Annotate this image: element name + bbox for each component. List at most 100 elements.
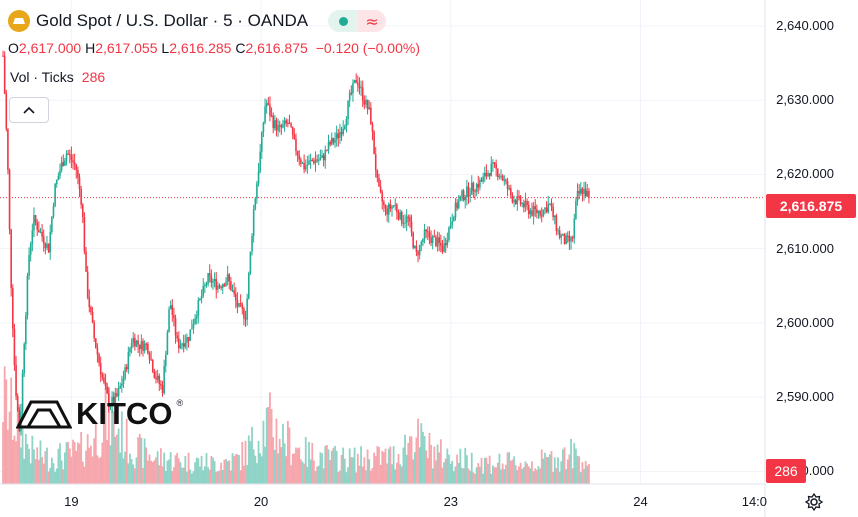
volume-bar: [78, 443, 81, 484]
candle-body: [345, 119, 348, 127]
settings-gear-icon[interactable]: [804, 492, 824, 512]
volume-bar: [153, 460, 156, 484]
volume-bar: [586, 465, 589, 484]
candle-body: [449, 225, 452, 228]
volume-bar: [467, 468, 470, 484]
candle-body: [472, 182, 475, 192]
candle-body: [496, 168, 499, 178]
candle-body: [246, 298, 248, 320]
volume-bar: [555, 468, 558, 484]
volume-bar: [514, 465, 517, 484]
candle-body: [262, 122, 265, 132]
volume-bar: [298, 447, 301, 484]
volume-bar: [259, 453, 262, 484]
candle-body: [329, 141, 331, 145]
y-tick-label: 2,630.000: [776, 92, 834, 108]
volume-bar: [350, 457, 353, 484]
volume-bar: [578, 456, 581, 484]
volume-bar: [522, 467, 525, 484]
volume-bar: [570, 438, 572, 484]
candle-body: [545, 207, 548, 213]
candle-body: [322, 155, 325, 161]
candle-body: [15, 364, 17, 397]
candle-body: [503, 179, 506, 181]
volume-bar: [436, 444, 439, 484]
volume-bar: [280, 447, 283, 484]
volume-bar: [381, 450, 384, 484]
candle-body: [108, 393, 110, 408]
symbol-title[interactable]: Gold Spot / U.S. Dollar · 5 · OANDA: [36, 11, 309, 30]
candle-body: [327, 141, 330, 151]
volume-bar: [335, 450, 338, 484]
candle-body: [181, 343, 183, 346]
volume-bar: [415, 437, 418, 484]
candle-body: [400, 211, 403, 224]
volume-bar: [490, 473, 493, 484]
volume-bar: [563, 447, 566, 484]
high-value: 2,617.055: [95, 40, 158, 56]
volume-bar: [132, 464, 135, 484]
volume-bar: [272, 437, 275, 484]
candle-body: [156, 375, 159, 380]
volume-bar: [527, 466, 530, 484]
candle-body: [13, 328, 16, 365]
candle-body: [549, 203, 551, 205]
candle-body: [226, 274, 229, 282]
candle-body: [332, 137, 335, 143]
candlesticks: [2, 50, 590, 436]
volume-bar: [143, 438, 146, 484]
symbol-header[interactable]: Gold Spot / U.S. Dollar · 5 · OANDA ≈: [8, 8, 387, 34]
candle-body: [125, 367, 128, 370]
volume-bar: [31, 435, 34, 484]
market-status-pill[interactable]: ≈: [328, 10, 387, 32]
volume-bar: [111, 409, 113, 484]
candle-body: [412, 232, 414, 248]
collapse-legend-button[interactable]: [9, 97, 49, 123]
volume-legend[interactable]: Vol · Ticks 286: [10, 69, 105, 85]
volume-bar: [265, 407, 268, 484]
volume-bar: [465, 455, 468, 484]
volume-bar: [576, 455, 579, 484]
candle-body: [77, 170, 79, 178]
volume-bar: [389, 446, 392, 484]
candle-body: [363, 100, 366, 105]
compare-icon[interactable]: ≈: [358, 10, 387, 32]
candle-body: [130, 343, 133, 349]
volume-bar: [223, 459, 226, 484]
volume-bar: [215, 472, 218, 484]
volume-bar: [174, 455, 177, 484]
volume-bar: [207, 467, 209, 484]
candle-body: [135, 340, 138, 347]
volume-bar: [135, 457, 138, 484]
candle-body: [236, 300, 239, 307]
candle-body: [8, 169, 11, 230]
candle-body: [197, 299, 200, 316]
volume-bar: [311, 442, 314, 484]
candle-body: [391, 206, 393, 209]
volume-bar: [200, 456, 203, 484]
candle-body: [244, 318, 247, 320]
volume-bar: [282, 423, 284, 484]
volume-bar: [579, 472, 582, 484]
volume-bar: [448, 454, 450, 484]
volume-bar: [529, 468, 532, 484]
close-label: C: [235, 40, 246, 56]
volume-bar: [477, 463, 480, 484]
volume-bar: [2, 422, 4, 484]
candle-body: [467, 186, 470, 197]
volume-bar: [308, 441, 310, 484]
candle-body: [418, 244, 421, 256]
candle-body: [109, 406, 112, 408]
candle-body: [334, 139, 336, 143]
candle-body: [475, 184, 478, 192]
volume-bar: [99, 456, 102, 484]
candle-body: [186, 337, 188, 343]
y-tick-label: 2,590.000: [776, 389, 834, 405]
volume-bar: [488, 455, 491, 484]
candle-body: [55, 180, 58, 185]
volume-bar: [545, 456, 548, 484]
candle-body: [155, 377, 157, 380]
candle-body: [200, 296, 203, 299]
candle-body: [501, 175, 504, 181]
